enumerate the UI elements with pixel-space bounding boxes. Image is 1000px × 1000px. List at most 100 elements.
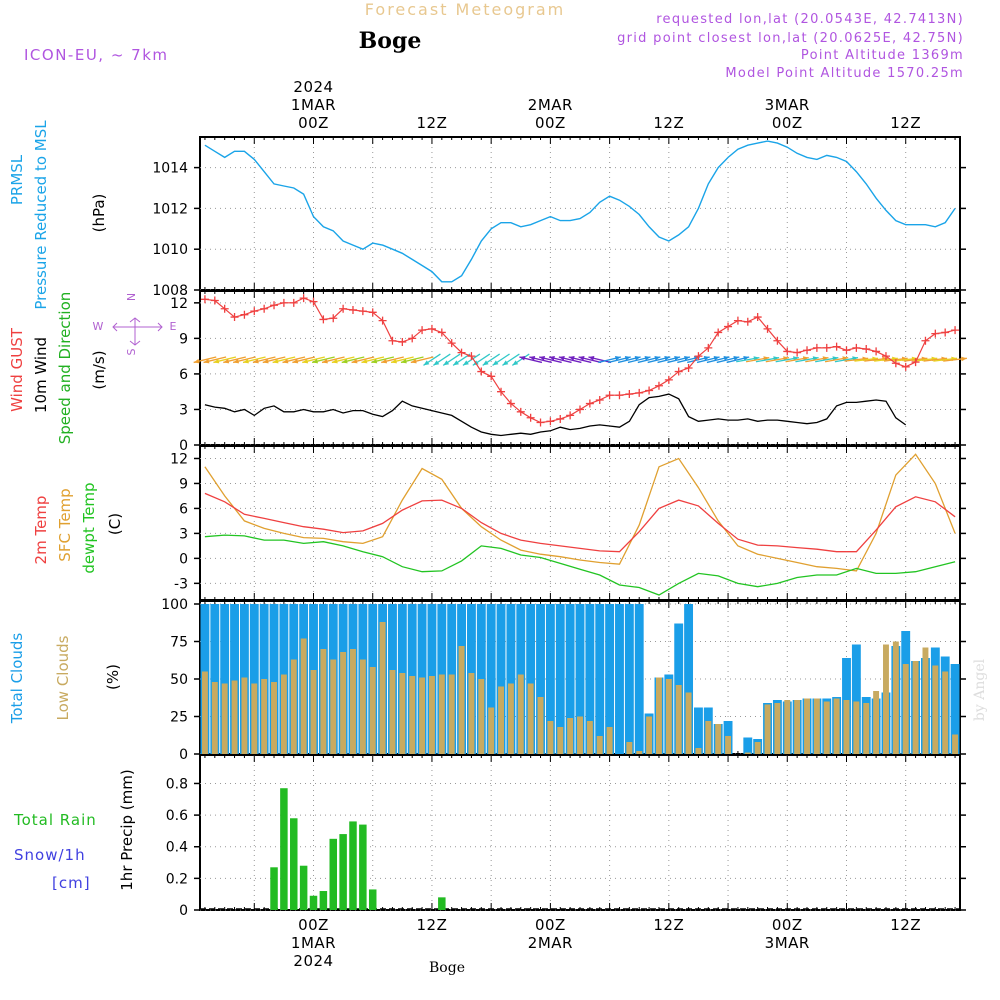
wind-direction-arrowhead bbox=[262, 358, 269, 364]
total-cloud-bar bbox=[545, 604, 555, 754]
gust-marker bbox=[408, 334, 417, 343]
gust-marker bbox=[270, 301, 279, 310]
model-point-altitude: Model Point Altitude 1570.25m bbox=[725, 66, 964, 81]
gust-marker bbox=[763, 324, 772, 333]
low-cloud-bar bbox=[310, 670, 317, 754]
wind-direction-arrowhead bbox=[213, 358, 220, 364]
wind-direction-arrowhead bbox=[203, 358, 210, 364]
gust-marker bbox=[674, 367, 683, 376]
temperature-ytick-label: 9 bbox=[179, 476, 188, 492]
total-cloud-bar bbox=[249, 604, 259, 754]
rain-bar bbox=[309, 895, 318, 910]
gust-marker bbox=[793, 348, 802, 357]
bottom-time-label: 1MAR bbox=[291, 934, 336, 952]
wind-direction-arrowhead bbox=[233, 358, 240, 364]
gust-marker bbox=[951, 326, 960, 335]
wind-direction-arrowhead bbox=[331, 358, 338, 364]
panel-temperature: -3 0 3 6 9 12 2m Temp SFC Temp dewpt Temp (C) bbox=[32, 445, 966, 601]
pressure-ytick-label: 1008 bbox=[152, 283, 188, 299]
gust-marker bbox=[694, 352, 703, 361]
low-cloud-bar bbox=[596, 736, 603, 754]
clouds-ytick-label: 25 bbox=[170, 710, 188, 726]
low-cloud-bar bbox=[586, 721, 593, 754]
wind-ytick-label: 9 bbox=[179, 331, 188, 347]
low-cloud-bar bbox=[873, 691, 880, 754]
total-cloud-bar bbox=[486, 604, 496, 754]
top-time-label: 00Z bbox=[772, 114, 803, 132]
low-cloud-bar bbox=[774, 703, 781, 754]
gust-marker bbox=[378, 316, 387, 325]
bottom-time-label: 12Z bbox=[890, 916, 921, 934]
rose-east: E bbox=[170, 320, 177, 333]
total-cloud-bar bbox=[496, 604, 506, 754]
wind-direction-arrowhead bbox=[512, 360, 519, 366]
low-cloud-bar bbox=[883, 644, 889, 754]
point-altitude: Point Altitude 1369m bbox=[801, 48, 964, 63]
wind-label-10m: 10m Wind bbox=[32, 337, 50, 413]
low-cloud-bar bbox=[577, 716, 583, 754]
wind-direction-arrowhead bbox=[433, 360, 440, 366]
clouds-ytick-label: 75 bbox=[170, 635, 188, 651]
temperature-ytick-label: 6 bbox=[179, 501, 188, 517]
total-cloud-bar bbox=[555, 604, 565, 754]
bottom-time-label: 00Z bbox=[535, 916, 566, 934]
clouds-label-low: Low Clouds bbox=[54, 635, 72, 720]
wind-label-direction: Speed and Direction bbox=[56, 292, 74, 445]
dewpoint-line bbox=[204, 534, 956, 596]
gust-marker bbox=[714, 328, 723, 337]
low-cloud-bar bbox=[853, 701, 860, 754]
wind-direction-arrowhead bbox=[302, 358, 309, 364]
gust-marker bbox=[497, 387, 506, 396]
wind-direction-arrowhead bbox=[568, 356, 575, 361]
low-cloud-bar bbox=[300, 638, 307, 754]
total-cloud-bar bbox=[575, 604, 585, 754]
gust-marker bbox=[566, 411, 575, 420]
total-cloud-bar bbox=[851, 644, 861, 754]
rain-bar bbox=[349, 821, 357, 910]
temp-label-2m: 2m Temp bbox=[32, 496, 50, 565]
pressure-label-prmsl: PRMSL bbox=[8, 154, 26, 205]
precip-unit: 1hr Precip (mm) bbox=[118, 769, 136, 890]
gust-marker bbox=[704, 343, 713, 352]
wind-direction-arrowhead bbox=[492, 360, 499, 366]
direction-rose: N W E S bbox=[93, 293, 177, 356]
gust-marker bbox=[398, 337, 407, 346]
wind-direction-arrowhead bbox=[713, 356, 720, 361]
total-cloud-bar bbox=[615, 604, 624, 754]
temperature-ytick-label: 3 bbox=[179, 526, 188, 542]
top-time-label: 2MAR bbox=[528, 96, 573, 114]
low-cloud-bar bbox=[606, 727, 613, 754]
gust-marker bbox=[911, 358, 920, 367]
precip-label-cm: [cm] bbox=[52, 874, 91, 892]
pressure-ytick-label: 1014 bbox=[152, 161, 188, 177]
top-time-label: 12Z bbox=[417, 114, 448, 132]
total-cloud-bar bbox=[269, 604, 279, 754]
wind-direction-arrowhead bbox=[443, 360, 450, 366]
total-cloud-bar bbox=[565, 604, 575, 754]
wind-direction-arrowhead bbox=[272, 358, 279, 364]
wind-ytick-label: 0 bbox=[179, 438, 188, 454]
low-cloud-bar bbox=[221, 683, 228, 754]
low-cloud-bar bbox=[656, 677, 662, 754]
wind-direction-arrowhead bbox=[361, 358, 368, 364]
low-cloud-bar bbox=[675, 685, 682, 754]
gust-marker bbox=[941, 328, 950, 337]
wind-direction-arrowhead bbox=[743, 356, 750, 361]
gust-marker bbox=[358, 307, 367, 316]
total-cloud-bar bbox=[536, 604, 545, 754]
gust-marker bbox=[615, 391, 624, 400]
gust-marker bbox=[319, 315, 328, 324]
rain-bar bbox=[319, 891, 328, 910]
gust-marker bbox=[654, 381, 663, 390]
gust-marker bbox=[556, 414, 565, 423]
panels: 1008 1010 1012 1014 PRMSL Pressure Reduced to… bbox=[8, 120, 967, 919]
precip-ytick-label: 0.6 bbox=[166, 808, 188, 824]
low-cloud-bar bbox=[902, 664, 909, 754]
low-cloud-bar bbox=[330, 659, 337, 754]
gust-marker bbox=[832, 342, 841, 351]
gust-marker bbox=[388, 336, 397, 345]
wind-direction-arrowhead bbox=[588, 356, 595, 361]
precip-ytick-label: 0.8 bbox=[166, 776, 188, 792]
gust-marker bbox=[773, 336, 782, 345]
gust-marker bbox=[240, 310, 249, 319]
